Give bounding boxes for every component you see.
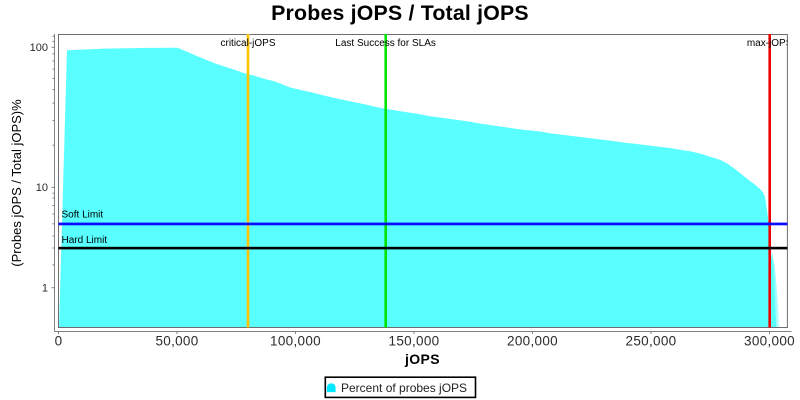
svg-text:0: 0 [55, 334, 63, 349]
svg-text:1: 1 [42, 283, 48, 295]
svg-text:50,000: 50,000 [155, 334, 198, 349]
svg-text:150,000: 150,000 [389, 334, 440, 349]
svg-text:Last Success for SLAs: Last Success for SLAs [335, 38, 436, 49]
svg-text:max-jOPS: max-jOPS [747, 38, 793, 49]
svg-text:200,000: 200,000 [507, 334, 558, 349]
svg-text:(Probes jOPS / Total jOPS)%: (Probes jOPS / Total jOPS)% [9, 99, 24, 267]
svg-text:Hard Limit: Hard Limit [62, 235, 108, 246]
svg-text:Probes jOPS / Total jOPS: Probes jOPS / Total jOPS [271, 1, 529, 25]
svg-text:Percent of probes jOPS: Percent of probes jOPS [341, 381, 467, 395]
svg-text:300,000: 300,000 [744, 334, 795, 349]
svg-text:100,000: 100,000 [270, 334, 321, 349]
svg-text:100: 100 [30, 42, 48, 54]
svg-text:250,000: 250,000 [626, 334, 677, 349]
svg-text:Soft Limit: Soft Limit [62, 210, 104, 221]
svg-text:jOPS: jOPS [404, 351, 440, 367]
svg-text:critical-jOPS: critical-jOPS [220, 38, 275, 49]
svg-text:10: 10 [36, 182, 48, 194]
